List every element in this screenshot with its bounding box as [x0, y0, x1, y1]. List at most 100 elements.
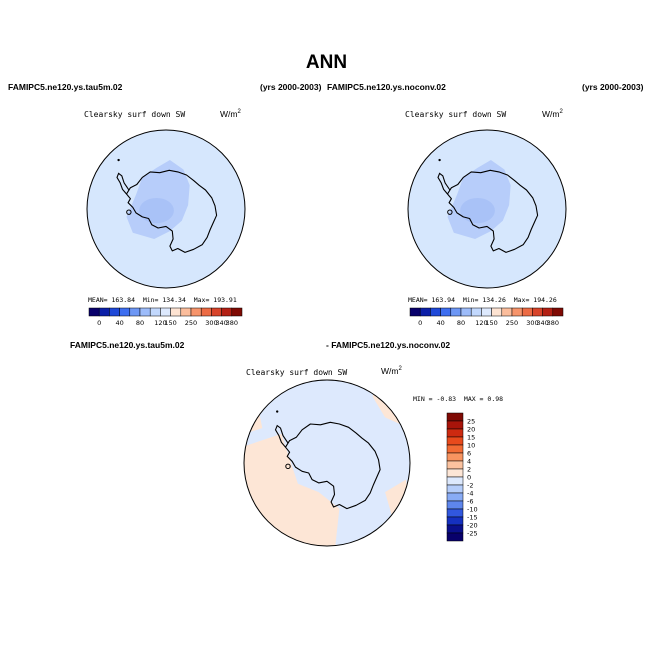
colorbar-tick-label: 40: [115, 319, 123, 327]
map-boundary: [407, 129, 567, 289]
colorbar-swatch: [446, 532, 464, 542]
colorbar-tick-label: 25: [467, 417, 475, 425]
colorbar-swatch: [460, 307, 472, 317]
colorbar-swatch: [139, 307, 151, 317]
colorbar-tick-label: -20: [467, 521, 478, 529]
map-fill-layer: [244, 380, 410, 546]
colorbar-swatch: [200, 307, 212, 317]
island-marker: [276, 410, 279, 413]
colorbar-tick-label: 40: [436, 319, 444, 327]
colorbar-swatch: [446, 428, 464, 438]
colorbar-swatch: [446, 444, 464, 454]
colorbar-swatch: [98, 307, 110, 317]
island-marker: [117, 158, 120, 162]
colorbar-tick-label: 250: [506, 319, 518, 327]
map-boundary: [86, 129, 246, 289]
peninsula-coastline: [437, 172, 451, 195]
colorbar-tick-label: 300: [205, 319, 217, 327]
colorbar-tick-label: 340: [215, 319, 227, 327]
colorbar-tick-label: 300: [526, 319, 538, 327]
colorbar-swatch: [552, 307, 564, 317]
colorbar-swatch: [109, 307, 120, 317]
peninsula-coastline: [116, 172, 130, 195]
colorbar-tick-label: 120: [475, 319, 487, 327]
colorbar-swatch: [446, 492, 464, 502]
colorbar-swatch: [446, 500, 464, 510]
coastline: [284, 421, 381, 510]
colorbar-swatch: [501, 307, 513, 317]
colorbar-swatch: [446, 524, 464, 534]
colorbar-swatch: [470, 307, 482, 317]
colorbar-tick-label: 0: [97, 319, 101, 327]
colorbar-tick-label: 15: [467, 433, 475, 441]
colorbar-swatch: [446, 412, 464, 422]
colorbar-swatch: [446, 436, 464, 446]
right-case-years: (yrs 2000-2003): [582, 82, 644, 92]
colorbar-tick-label: 380: [547, 319, 559, 327]
colorbar-swatch: [160, 307, 171, 317]
colorbar-swatch: [211, 307, 222, 317]
diff-case-a: FAMIPC5.ne120.ys.tau5m.02: [70, 340, 185, 350]
units-label: W/m2: [542, 109, 563, 119]
colorbar-swatch: [231, 307, 243, 317]
colorbar-swatch: [430, 307, 441, 317]
island-marker: [285, 463, 291, 470]
map-boundary: [243, 379, 411, 547]
right-case-name: FAMIPC5.ne120.ys.noconv.02: [327, 82, 446, 92]
island-marker: [447, 209, 453, 215]
colorbar-swatch: [409, 307, 421, 317]
island-marker: [438, 158, 441, 162]
antarctic-map-case2: [407, 129, 567, 289]
positive-fill: [244, 433, 340, 546]
colorbar-tick-label: 80: [136, 319, 144, 327]
colorbar-swatch: [542, 307, 554, 317]
colorbar-swatch: [446, 452, 464, 462]
colorbar-tick-label: -10: [467, 505, 478, 513]
colorbar-swatch: [170, 307, 182, 317]
island-marker: [126, 209, 132, 215]
colorbar-tick-label: 0: [467, 473, 471, 481]
colorbar-swatch: [88, 307, 100, 317]
colorbar-swatch: [491, 307, 503, 317]
colorbar-tick-label: 4: [467, 457, 471, 465]
stats-line: MEAN= 163.94 Min= 134.26 Max= 194.26: [408, 296, 557, 304]
colorbar-tick-label: -6: [467, 497, 473, 505]
units-label: W/m2: [381, 366, 402, 376]
left-case-years: (yrs 2000-2003): [260, 82, 322, 92]
colorbar-tick-label: 2: [467, 465, 471, 473]
colorbar-swatch: [221, 307, 233, 317]
left-case-name: FAMIPC5.ne120.ys.tau5m.02: [8, 82, 123, 92]
colorbar-tick-label: 80: [457, 319, 465, 327]
colorbar-swatch: [446, 516, 464, 526]
colorbar-tick-label: -15: [467, 513, 478, 521]
colorbar-tick-label: -2: [467, 481, 473, 489]
coastline: [446, 169, 539, 253]
peninsula-coastline: [274, 424, 289, 448]
antarctic-map-diff: [243, 379, 411, 547]
colorbar-tick-label: 120: [154, 319, 166, 327]
map-fill-layer: [408, 130, 566, 288]
colorbar-tick-label: 6: [467, 449, 471, 457]
colorbar-swatch: [190, 307, 202, 317]
colorbar-tick-label: 340: [536, 319, 548, 327]
colorbar-swatch: [446, 460, 464, 470]
antarctic-map-case1: [86, 129, 246, 289]
colorbar-tick-label: 250: [185, 319, 197, 327]
plot-title: Clearsky surf down SW: [84, 110, 186, 119]
diff-case-b: - FAMIPC5.ne120.ys.noconv.02: [326, 340, 451, 350]
stats-line: MEAN= 163.84 Min= 134.34 Max= 193.91: [88, 296, 237, 304]
colorbar-swatch: [446, 468, 464, 478]
colorbar-swatch: [446, 508, 464, 518]
colorbar-swatch: [149, 307, 161, 317]
colorbar-tick-label: 380: [226, 319, 238, 327]
colorbar-swatch: [440, 307, 452, 317]
plot-title: Clearsky surf down SW: [246, 368, 348, 377]
colorbar-swatch: [129, 307, 141, 317]
colorbar-swatch: [180, 307, 192, 317]
colorbar-tick-label: 20: [467, 425, 475, 433]
colorbar-swatch: [450, 307, 462, 317]
